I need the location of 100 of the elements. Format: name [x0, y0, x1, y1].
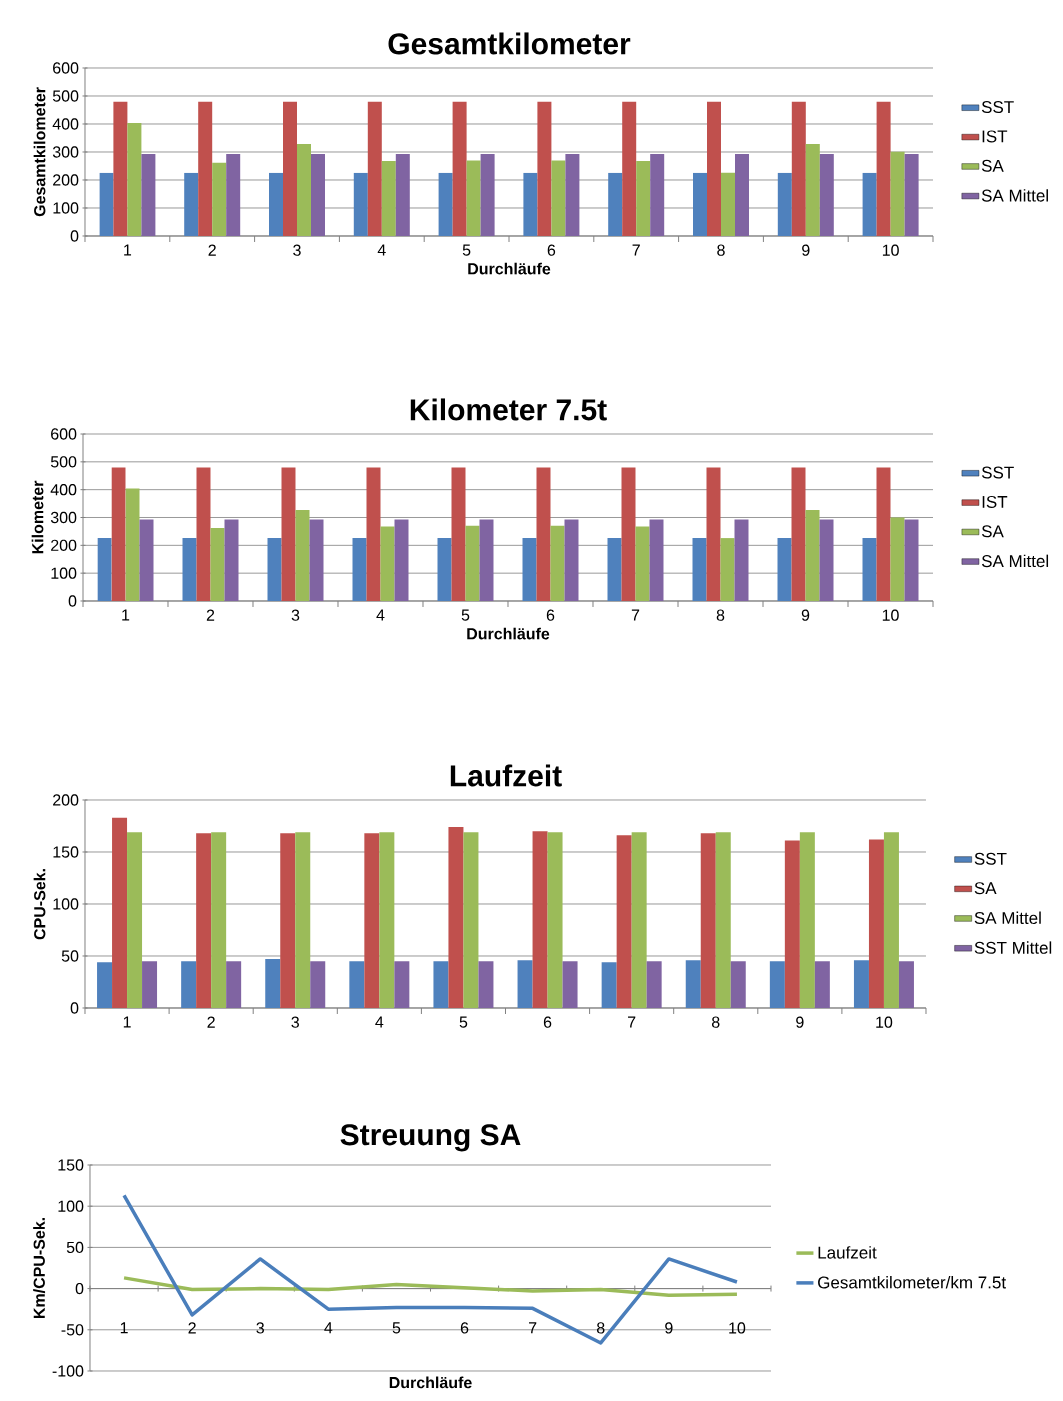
x-tick-label: 7 — [632, 244, 640, 256]
bar — [381, 160, 396, 236]
y-tick-label: -100 — [52, 1365, 84, 1377]
legend-label: SA — [981, 525, 1004, 538]
legend-label: SST — [981, 101, 1014, 114]
bar — [451, 467, 466, 601]
x-tick-label: 2 — [208, 244, 216, 256]
x-axis-title: Durchläufe — [389, 1376, 472, 1389]
bar — [601, 962, 617, 1008]
bar — [297, 143, 311, 236]
bar — [196, 833, 212, 1008]
bar — [720, 538, 735, 601]
bar — [791, 101, 806, 236]
bar — [380, 526, 395, 601]
x-tick-label: 5 — [462, 244, 471, 256]
y-tick-label: 100 — [53, 898, 79, 910]
bar — [97, 538, 112, 601]
bar — [311, 153, 325, 236]
bar — [111, 467, 126, 601]
bar — [196, 467, 211, 601]
bar — [97, 962, 113, 1008]
x-tick-label: 5 — [461, 609, 470, 621]
bar — [466, 160, 481, 236]
x-tick-label: 7 — [631, 609, 640, 621]
bar — [853, 960, 869, 1008]
bar — [269, 172, 283, 236]
x-tick-label: 2 — [206, 609, 215, 621]
bar — [636, 160, 651, 236]
bar — [550, 525, 565, 601]
y-tick-label: 150 — [58, 1159, 84, 1171]
x-tick-label: 6 — [546, 609, 555, 621]
bar — [904, 519, 919, 601]
x-tick-label: 6 — [543, 1016, 552, 1028]
x-tick-label: 4 — [376, 609, 385, 621]
legend-label: SST Mittel — [974, 941, 1052, 954]
bar — [224, 519, 239, 601]
y-tick-label: 0 — [68, 595, 77, 607]
bar — [734, 519, 749, 601]
bar — [876, 467, 891, 601]
bar — [394, 961, 410, 1008]
bar — [608, 172, 623, 236]
bar — [819, 519, 834, 601]
bar — [862, 172, 877, 236]
y-tick-label: 200 — [51, 539, 77, 551]
bar — [819, 153, 834, 236]
bar — [777, 172, 792, 236]
x-tick-label: 6 — [547, 244, 556, 256]
bar — [862, 538, 877, 601]
bar — [692, 538, 707, 601]
bar — [367, 101, 382, 236]
bar — [265, 959, 281, 1008]
bar — [211, 832, 227, 1008]
bar — [141, 153, 156, 236]
bar — [769, 961, 785, 1008]
bar — [607, 538, 622, 601]
bar — [649, 519, 664, 601]
bar — [99, 172, 114, 236]
bar — [622, 101, 637, 236]
x-tick-label: 9 — [801, 609, 810, 621]
bar — [777, 538, 792, 601]
bar — [379, 832, 395, 1008]
bar — [309, 519, 324, 601]
bar — [352, 538, 367, 601]
x-tick-label: 4 — [375, 1016, 384, 1028]
bar — [631, 832, 647, 1008]
x-tick-label: 1 — [123, 1016, 131, 1028]
y-tick-label: 50 — [66, 1241, 84, 1254]
bar — [536, 467, 551, 601]
y-tick-label: 600 — [51, 428, 77, 440]
bar — [366, 467, 381, 601]
x-tick-label: 10 — [876, 1016, 893, 1028]
bar — [706, 467, 721, 601]
y-tick-label: 0 — [70, 1002, 79, 1014]
bar — [295, 832, 311, 1008]
legend-label: SA — [974, 882, 997, 895]
bar — [463, 832, 479, 1008]
bar — [715, 832, 731, 1008]
bar — [310, 961, 326, 1008]
legend-label: SA — [981, 159, 1004, 172]
y-tick-label: 50 — [61, 950, 79, 962]
y-tick-label: 300 — [52, 146, 79, 158]
x-tick-label: 1 — [122, 609, 130, 621]
bar — [452, 101, 467, 236]
legend-label: SST — [981, 466, 1014, 479]
x-axis-title: Durchläufe — [467, 627, 550, 640]
x-tick-label: 7 — [529, 1322, 537, 1334]
bar — [280, 833, 296, 1008]
bar — [721, 172, 735, 236]
bar — [353, 172, 368, 236]
legend-label: SST — [974, 852, 1007, 865]
bar — [650, 153, 665, 236]
legend-label: IST — [982, 495, 1008, 508]
y-tick-label: 400 — [52, 118, 79, 130]
bar — [565, 153, 580, 236]
x-tick-label: 8 — [717, 244, 725, 256]
bar — [537, 101, 552, 236]
bar — [805, 509, 820, 601]
bar — [212, 162, 227, 236]
legend-label: SA Mittel — [974, 911, 1041, 925]
y-tick-label: 600 — [53, 62, 79, 74]
